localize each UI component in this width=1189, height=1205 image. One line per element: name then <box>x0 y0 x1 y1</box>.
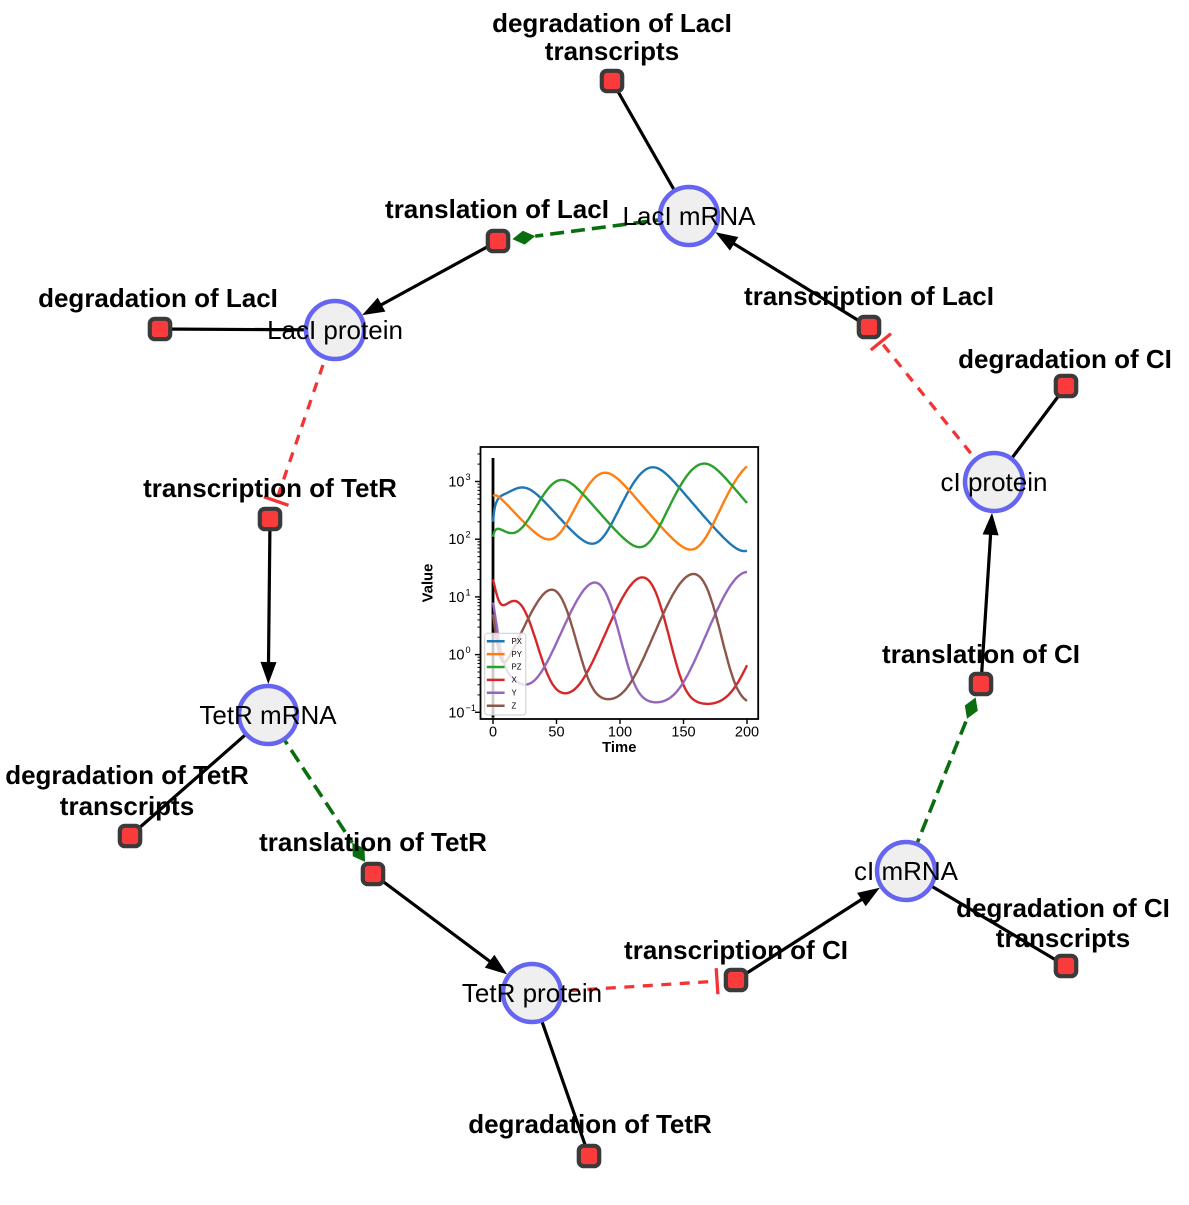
svg-text:0: 0 <box>489 725 497 741</box>
svg-text:10: 10 <box>448 532 464 548</box>
svg-text:transcripts: transcripts <box>545 36 679 66</box>
svg-text:1: 1 <box>466 587 471 597</box>
svg-text:transcripts: transcripts <box>60 791 194 821</box>
svg-text:X: X <box>512 676 518 685</box>
svg-text:150: 150 <box>671 725 695 741</box>
svg-text:translation of TetR: translation of TetR <box>259 827 487 857</box>
svg-text:Y: Y <box>512 689 518 698</box>
svg-text:TetR mRNA: TetR mRNA <box>199 700 337 730</box>
svg-text:PY: PY <box>512 650 523 659</box>
svg-text:100: 100 <box>608 725 632 741</box>
svg-text:transcription of TetR: transcription of TetR <box>143 473 397 503</box>
svg-text:LacI mRNA: LacI mRNA <box>623 201 757 231</box>
svg-text:Value: Value <box>421 564 437 603</box>
svg-text:PX: PX <box>512 637 523 646</box>
svg-text:TetR protein: TetR protein <box>462 978 602 1008</box>
svg-text:10: 10 <box>448 648 464 664</box>
svg-text:degradation of LacI: degradation of LacI <box>492 8 732 38</box>
svg-text:cI mRNA: cI mRNA <box>854 856 959 886</box>
svg-text:translation of LacI: translation of LacI <box>385 194 609 224</box>
svg-text:degradation of LacI: degradation of LacI <box>38 283 278 313</box>
svg-text:cI protein: cI protein <box>941 467 1048 497</box>
svg-text:PZ: PZ <box>512 663 522 672</box>
svg-text:transcription of LacI: transcription of LacI <box>744 281 994 311</box>
svg-text:translation of CI: translation of CI <box>882 639 1080 669</box>
svg-text:3: 3 <box>466 472 471 482</box>
svg-text:10: 10 <box>448 475 464 491</box>
svg-text:0: 0 <box>466 645 471 655</box>
svg-text:200: 200 <box>735 725 759 741</box>
svg-text:LacI protein: LacI protein <box>267 315 403 345</box>
svg-text:2: 2 <box>466 530 471 540</box>
svg-text:−1: −1 <box>466 703 476 713</box>
svg-text:degradation of TetR: degradation of TetR <box>5 760 249 790</box>
svg-text:50: 50 <box>548 725 564 741</box>
svg-text:10: 10 <box>448 705 464 721</box>
svg-text:transcription of CI: transcription of CI <box>624 935 848 965</box>
svg-text:transcripts: transcripts <box>996 923 1130 953</box>
svg-text:10: 10 <box>448 590 464 606</box>
svg-text:Z: Z <box>512 701 517 710</box>
svg-text:degradation of TetR: degradation of TetR <box>468 1109 712 1139</box>
svg-text:Time: Time <box>602 740 636 756</box>
svg-text:degradation of CI: degradation of CI <box>956 893 1170 923</box>
svg-text:degradation of CI: degradation of CI <box>958 344 1172 374</box>
